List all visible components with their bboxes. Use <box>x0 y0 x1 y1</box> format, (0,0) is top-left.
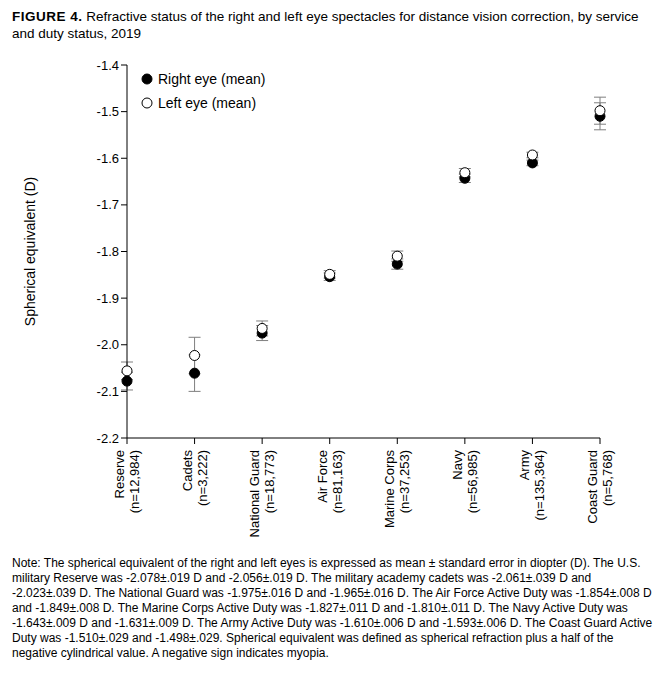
svg-text:(n=56,985): (n=56,985) <box>465 450 480 513</box>
svg-text:(n=18,773): (n=18,773) <box>262 450 277 513</box>
svg-text:(n=5,768): (n=5,768) <box>600 450 615 506</box>
svg-text:-2.2: -2.2 <box>97 431 119 446</box>
svg-text:-2.0: -2.0 <box>97 337 119 352</box>
svg-text:Cadets: Cadets <box>180 450 195 492</box>
svg-text:Navy: Navy <box>450 450 465 480</box>
svg-text:-1.4: -1.4 <box>97 58 119 73</box>
html-text:Right eye (mean): Right eye (mean) <box>158 71 266 87</box>
svg-text:-2.1: -2.1 <box>97 384 119 399</box>
svg-text:-1.5: -1.5 <box>97 104 119 119</box>
svg-text:Army: Army <box>517 450 532 481</box>
svg-text:Reserve: Reserve <box>112 450 127 498</box>
svg-text:-1.7: -1.7 <box>97 197 119 212</box>
html-text:FIGURE 4. Refractive status of: FIGURE 4. Refractive status of the right… <box>12 9 639 41</box>
svg-text:-1.6: -1.6 <box>97 151 119 166</box>
svg-text:National Guard: National Guard <box>247 450 262 537</box>
html-text:Note: The spherical equivalent: Note: The spherical equivalent of the ri… <box>12 556 653 660</box>
svg-text:Spherical equivalent (D): Spherical equivalent (D) <box>22 177 38 326</box>
svg-text:(n=81,163): (n=81,163) <box>330 450 345 513</box>
svg-text:(n=135,364): (n=135,364) <box>532 450 547 520</box>
svg-text:(n=3,222): (n=3,222) <box>195 450 210 506</box>
svg-text:-1.8: -1.8 <box>97 244 119 259</box>
html-text:Left eye (mean): Left eye (mean) <box>158 95 257 111</box>
svg-text:Coast Guard: Coast Guard <box>585 450 600 524</box>
svg-text:-1.9: -1.9 <box>97 291 119 306</box>
svg-text:(n=12,984): (n=12,984) <box>127 450 142 513</box>
svg-text:Marine Corps: Marine Corps <box>382 450 397 529</box>
svg-text:(n=37,253): (n=37,253) <box>397 450 412 513</box>
svg-text:Air Force: Air Force <box>315 450 330 503</box>
